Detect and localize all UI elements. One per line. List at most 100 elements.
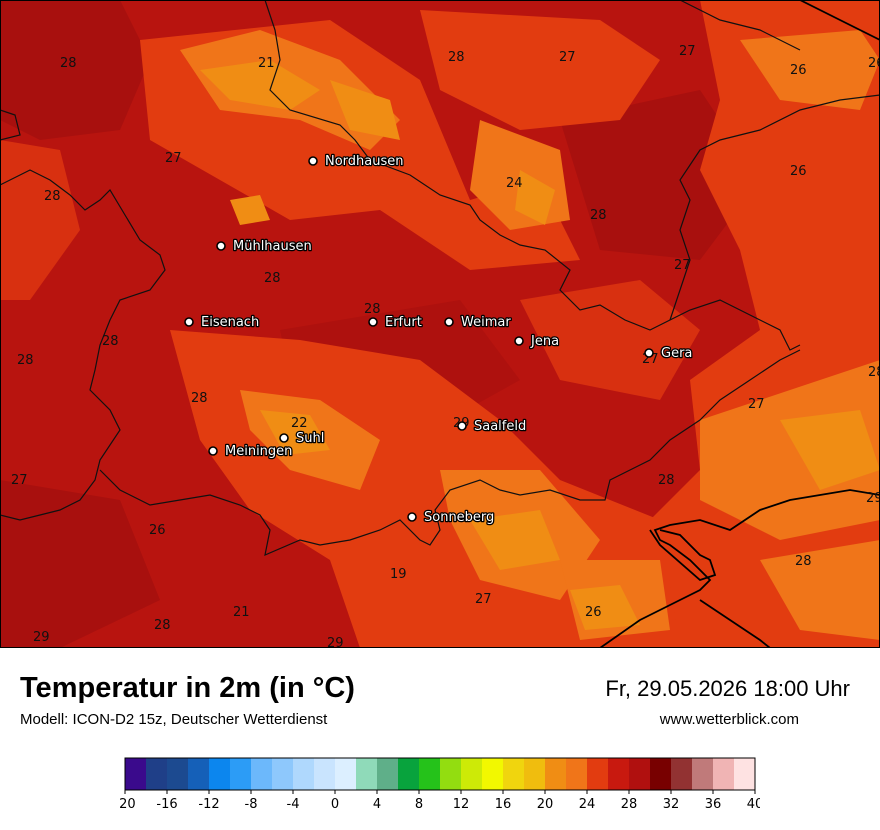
value-label: 19 [390,567,407,582]
city-weimar[interactable]: Weimar [444,314,513,331]
legend-swatch [566,758,588,790]
svg-text:Weimar: Weimar [461,315,511,330]
legend-swatch [482,758,504,790]
legend-swatch [545,758,567,790]
value-label: 26 [790,63,807,78]
legend-tick-label: 36 [705,797,722,812]
color-legend: -20 -16 -12 -8 -4 0 4 8 12 16 20 24 28 32 36 40 [120,757,760,812]
legend-swatch [125,758,147,790]
legend-tick-label: 16 [495,797,512,812]
value-label: 21 [258,56,275,71]
svg-text:Jena: Jena [530,334,559,349]
value-label: 26 [585,605,602,620]
svg-text:Suhl: Suhl [296,431,324,446]
value-label: 28 [795,554,812,569]
value-label: 28 [658,473,675,488]
website-link[interactable]: www.wetterblick.com [659,711,799,728]
city-jena[interactable]: Jena [514,333,560,350]
legend-swatch [272,758,294,790]
forecast-datetime: Fr, 29.05.2026 18:00 Uhr [605,676,850,701]
city-muehlhausen[interactable]: Mühlhausen [216,238,313,255]
legend-swatch [293,758,315,790]
legend-swatch [524,758,546,790]
value-label: 29 [327,636,344,648]
legend-tick-label: -20 [120,797,136,812]
legend-swatch [503,758,525,790]
legend-swatch [146,758,168,790]
svg-text:Sonneberg: Sonneberg [424,510,494,525]
legend-swatch [167,758,189,790]
value-label: 28 [102,334,119,349]
legend-swatch [629,758,651,790]
svg-text:Meiningen: Meiningen [225,444,292,459]
svg-text:Erfurt: Erfurt [385,315,422,330]
value-label: 28 [364,302,381,317]
legend-swatch [209,758,231,790]
legend-swatch [692,758,714,790]
value-label: 26 [149,523,166,538]
legend-tick-label: -8 [245,797,258,812]
city-eisenach[interactable]: Eisenach [184,314,261,331]
legend-swatch [398,758,420,790]
value-label: 21 [233,605,250,620]
legend-swatch [188,758,210,790]
legend-swatch [377,758,399,790]
temperature-field [0,0,880,648]
legend-tick-label: 0 [331,797,339,812]
legend-tick-label: -4 [287,797,300,812]
value-label: 29 [866,491,880,506]
value-label: 27 [679,44,696,59]
legend-swatch [440,758,462,790]
legend-swatch [461,758,483,790]
temperature-map: 28 21 28 27 27 26 26 27 28 24 26 28 28 2… [0,0,880,648]
legend-swatch [734,758,756,790]
value-label: 27 [11,473,28,488]
value-label: 28 [590,208,607,223]
legend-tick-label: -12 [198,797,219,812]
city-suhl[interactable]: Suhl [279,430,326,447]
value-label: 29 [33,630,50,645]
legend-tick-label: -16 [156,797,177,812]
city-gera[interactable]: Gera [644,345,694,362]
legend-tick-label: 12 [453,797,470,812]
value-label: 28 [264,271,281,286]
legend-tick-label: 8 [415,797,423,812]
svg-text:Gera: Gera [661,346,692,361]
city-saalfeld[interactable]: Saalfeld [457,418,528,435]
value-label: 28 [448,50,465,65]
legend-tick-label: 28 [621,797,638,812]
legend-ticks: -20 -16 -12 -8 -4 0 4 8 12 16 20 24 28 32 36 40 [120,790,760,812]
legend-swatch [419,758,441,790]
city-nordhausen[interactable]: Nordhausen [308,153,405,170]
legend-frame [124,757,756,791]
legend-swatch [335,758,357,790]
legend-swatch [587,758,609,790]
value-labels: 28 21 28 27 27 26 26 27 28 24 26 28 28 2… [11,44,880,648]
value-label: 28 [154,618,171,633]
legend-swatch [314,758,336,790]
value-label: 28 [17,353,34,368]
legend-tick-label: 20 [537,797,554,812]
model-source: Modell: ICON-D2 15z, Deutscher Wetterdie… [20,711,328,728]
value-label: 28 [191,391,208,406]
value-label: 27 [674,258,691,273]
legend-tick-label: 40 [747,797,760,812]
svg-text:Saalfeld: Saalfeld [474,419,526,434]
value-label: 24 [506,176,523,191]
city-markers: Nordhausen Mühlhausen Eisenach Erfurt We… [184,153,694,526]
legend-swatch [671,758,693,790]
value-label: 28 [868,365,880,380]
legend-swatch [356,758,378,790]
value-label: 22 [291,416,308,431]
legend-swatch [650,758,672,790]
city-meiningen[interactable]: Meiningen [208,443,294,460]
legend-swatch [230,758,252,790]
svg-text:Nordhausen: Nordhausen [325,154,404,169]
legend-swatch [251,758,273,790]
city-sonneberg[interactable]: Sonneberg [407,509,496,526]
city-erfurt[interactable]: Erfurt [368,314,423,331]
svg-text:Mühlhausen: Mühlhausen [233,239,312,254]
legend-tick-label: 24 [579,797,596,812]
state-borders [0,0,880,557]
value-label: 26 [868,56,880,71]
